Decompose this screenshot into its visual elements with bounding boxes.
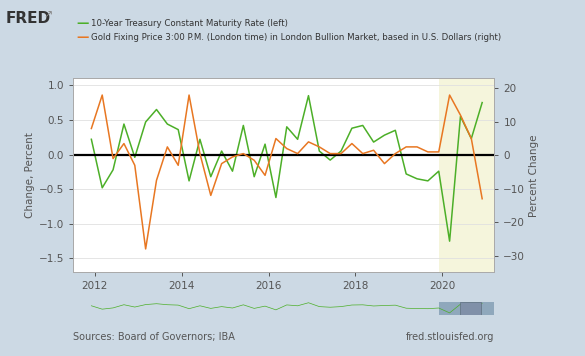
Text: Gold Fixing Price 3:00 P.M. (London time) in London Bullion Market, based in U.S: Gold Fixing Price 3:00 P.M. (London time…	[91, 33, 501, 42]
Bar	[439, 78, 494, 272]
Text: ↗: ↗	[44, 11, 53, 21]
Text: fred.stlouisfed.org: fred.stlouisfed.org	[406, 332, 494, 342]
Y-axis label: Percent Change: Percent Change	[529, 134, 539, 216]
Text: —: —	[76, 17, 88, 30]
Text: —: —	[76, 31, 88, 44]
Text: FRED: FRED	[6, 11, 51, 26]
Text: 10-Year Treasury Constant Maturity Rate (left): 10-Year Treasury Constant Maturity Rate …	[91, 19, 288, 28]
Text: Sources: Board of Governors; IBA: Sources: Board of Governors; IBA	[73, 332, 235, 342]
Y-axis label: Change, Percent: Change, Percent	[25, 132, 35, 218]
Bar	[439, 302, 494, 315]
FancyBboxPatch shape	[460, 302, 481, 315]
